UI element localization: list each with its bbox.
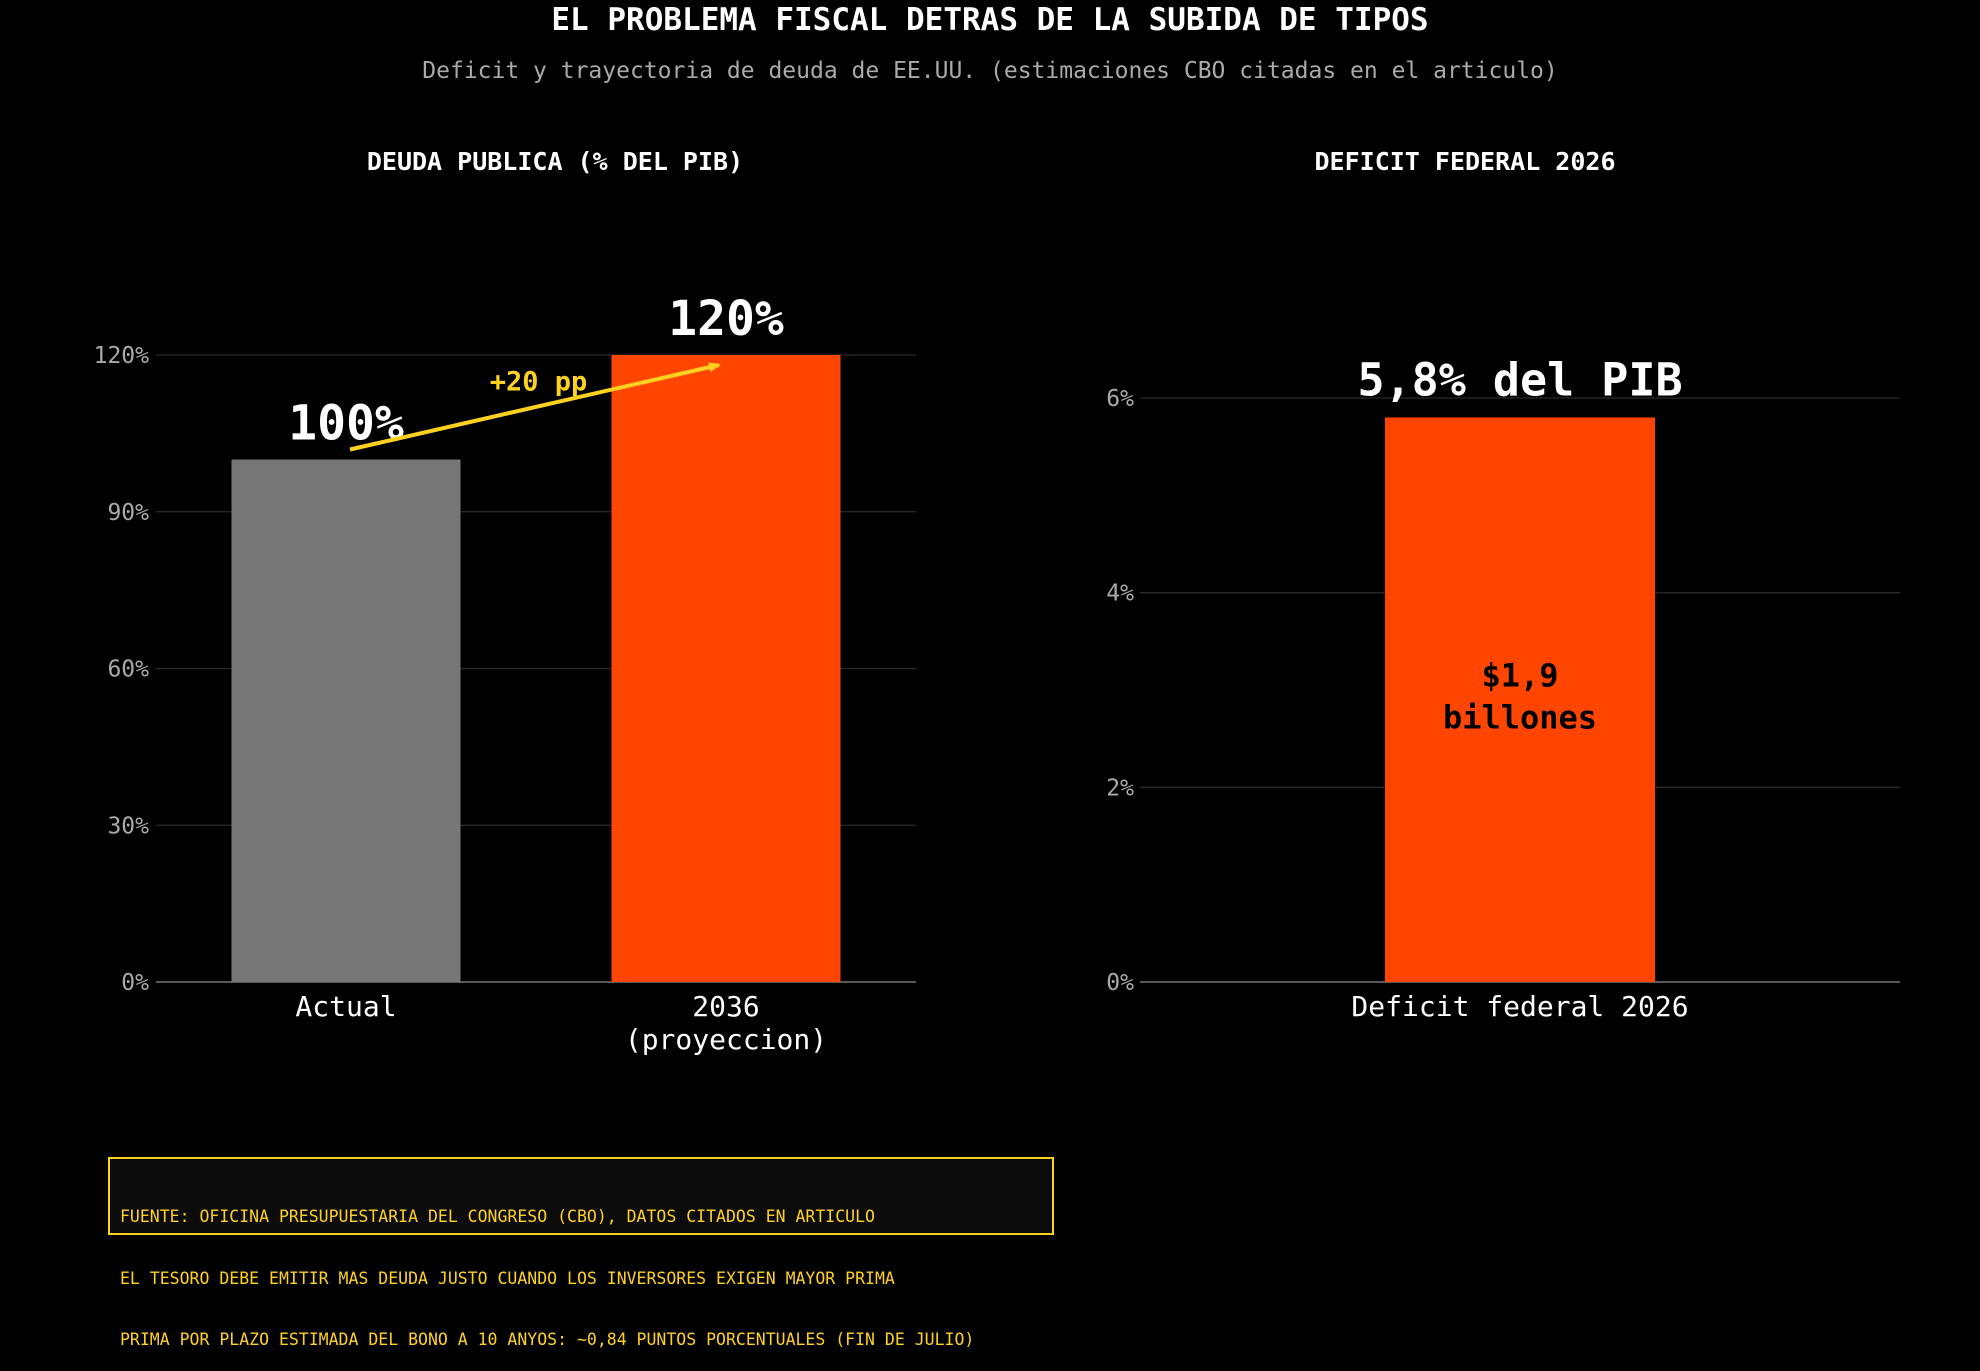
footnote-line: FUENTE: OFICINA PRESUPUESTARIA DEL CONGR…	[120, 1207, 875, 1226]
figure-title: EL PROBLEMA FISCAL DETRAS DE LA SUBIDA D…	[551, 2, 1428, 38]
delta-arrow	[349, 362, 721, 452]
panel-title: DEUDA PUBLICA (% DEL PIB)	[367, 147, 743, 176]
deficit-chart: DEFICIT FEDERAL 2026 0% 2% 4% 6% 5,8% del PIB…	[1106, 147, 1900, 1023]
x-category-label: Deficit federal 2026	[1351, 990, 1688, 1023]
x-category-label: 2036 (proyeccion)	[625, 990, 827, 1056]
value-label: 120%	[668, 291, 784, 347]
footnote-line: PRIMA POR PLAZO ESTIMADA DEL BONO A 10 A…	[120, 1330, 975, 1349]
bar-inner-label: $1,9 billones	[1443, 657, 1597, 737]
figure-subtitle: Deficit y trayectoria de deuda de EE.UU.…	[422, 58, 1557, 84]
y-tick-label: 6%	[1106, 386, 1134, 412]
y-tick-label: 30%	[107, 813, 149, 839]
panel-title: DEFICIT FEDERAL 2026	[1314, 147, 1615, 176]
y-tick-label: 0%	[121, 970, 149, 996]
bar	[1385, 417, 1655, 982]
footnote-line: EL TESORO DEBE EMITIR MAS DEUDA JUSTO CU…	[120, 1268, 895, 1288]
figure: EL PROBLEMA FISCAL DETRAS DE LA SUBIDA D…	[94, 2, 1900, 1056]
bar	[231, 459, 461, 982]
bar	[611, 355, 841, 982]
source-footnote: FUENTE: OFICINA PRESUPUESTARIA DEL CONGR…	[108, 1157, 1054, 1349]
x-category-label: Actual	[295, 990, 396, 1023]
debt-chart: DEUDA PUBLICA (% DEL PIB) 0% 30% 60% 90% 120%…	[94, 147, 916, 1056]
y-tick-label: 2%	[1106, 775, 1134, 801]
y-tick-label: 4%	[1106, 581, 1134, 607]
y-tick-label: 0%	[1106, 970, 1134, 996]
y-tick-label: 90%	[107, 500, 149, 526]
value-label: 5,8% del PIB	[1357, 353, 1682, 406]
y-tick-label: 60%	[107, 657, 149, 683]
y-tick-label: 120%	[94, 343, 150, 369]
delta-annotation: +20 pp	[490, 366, 588, 397]
